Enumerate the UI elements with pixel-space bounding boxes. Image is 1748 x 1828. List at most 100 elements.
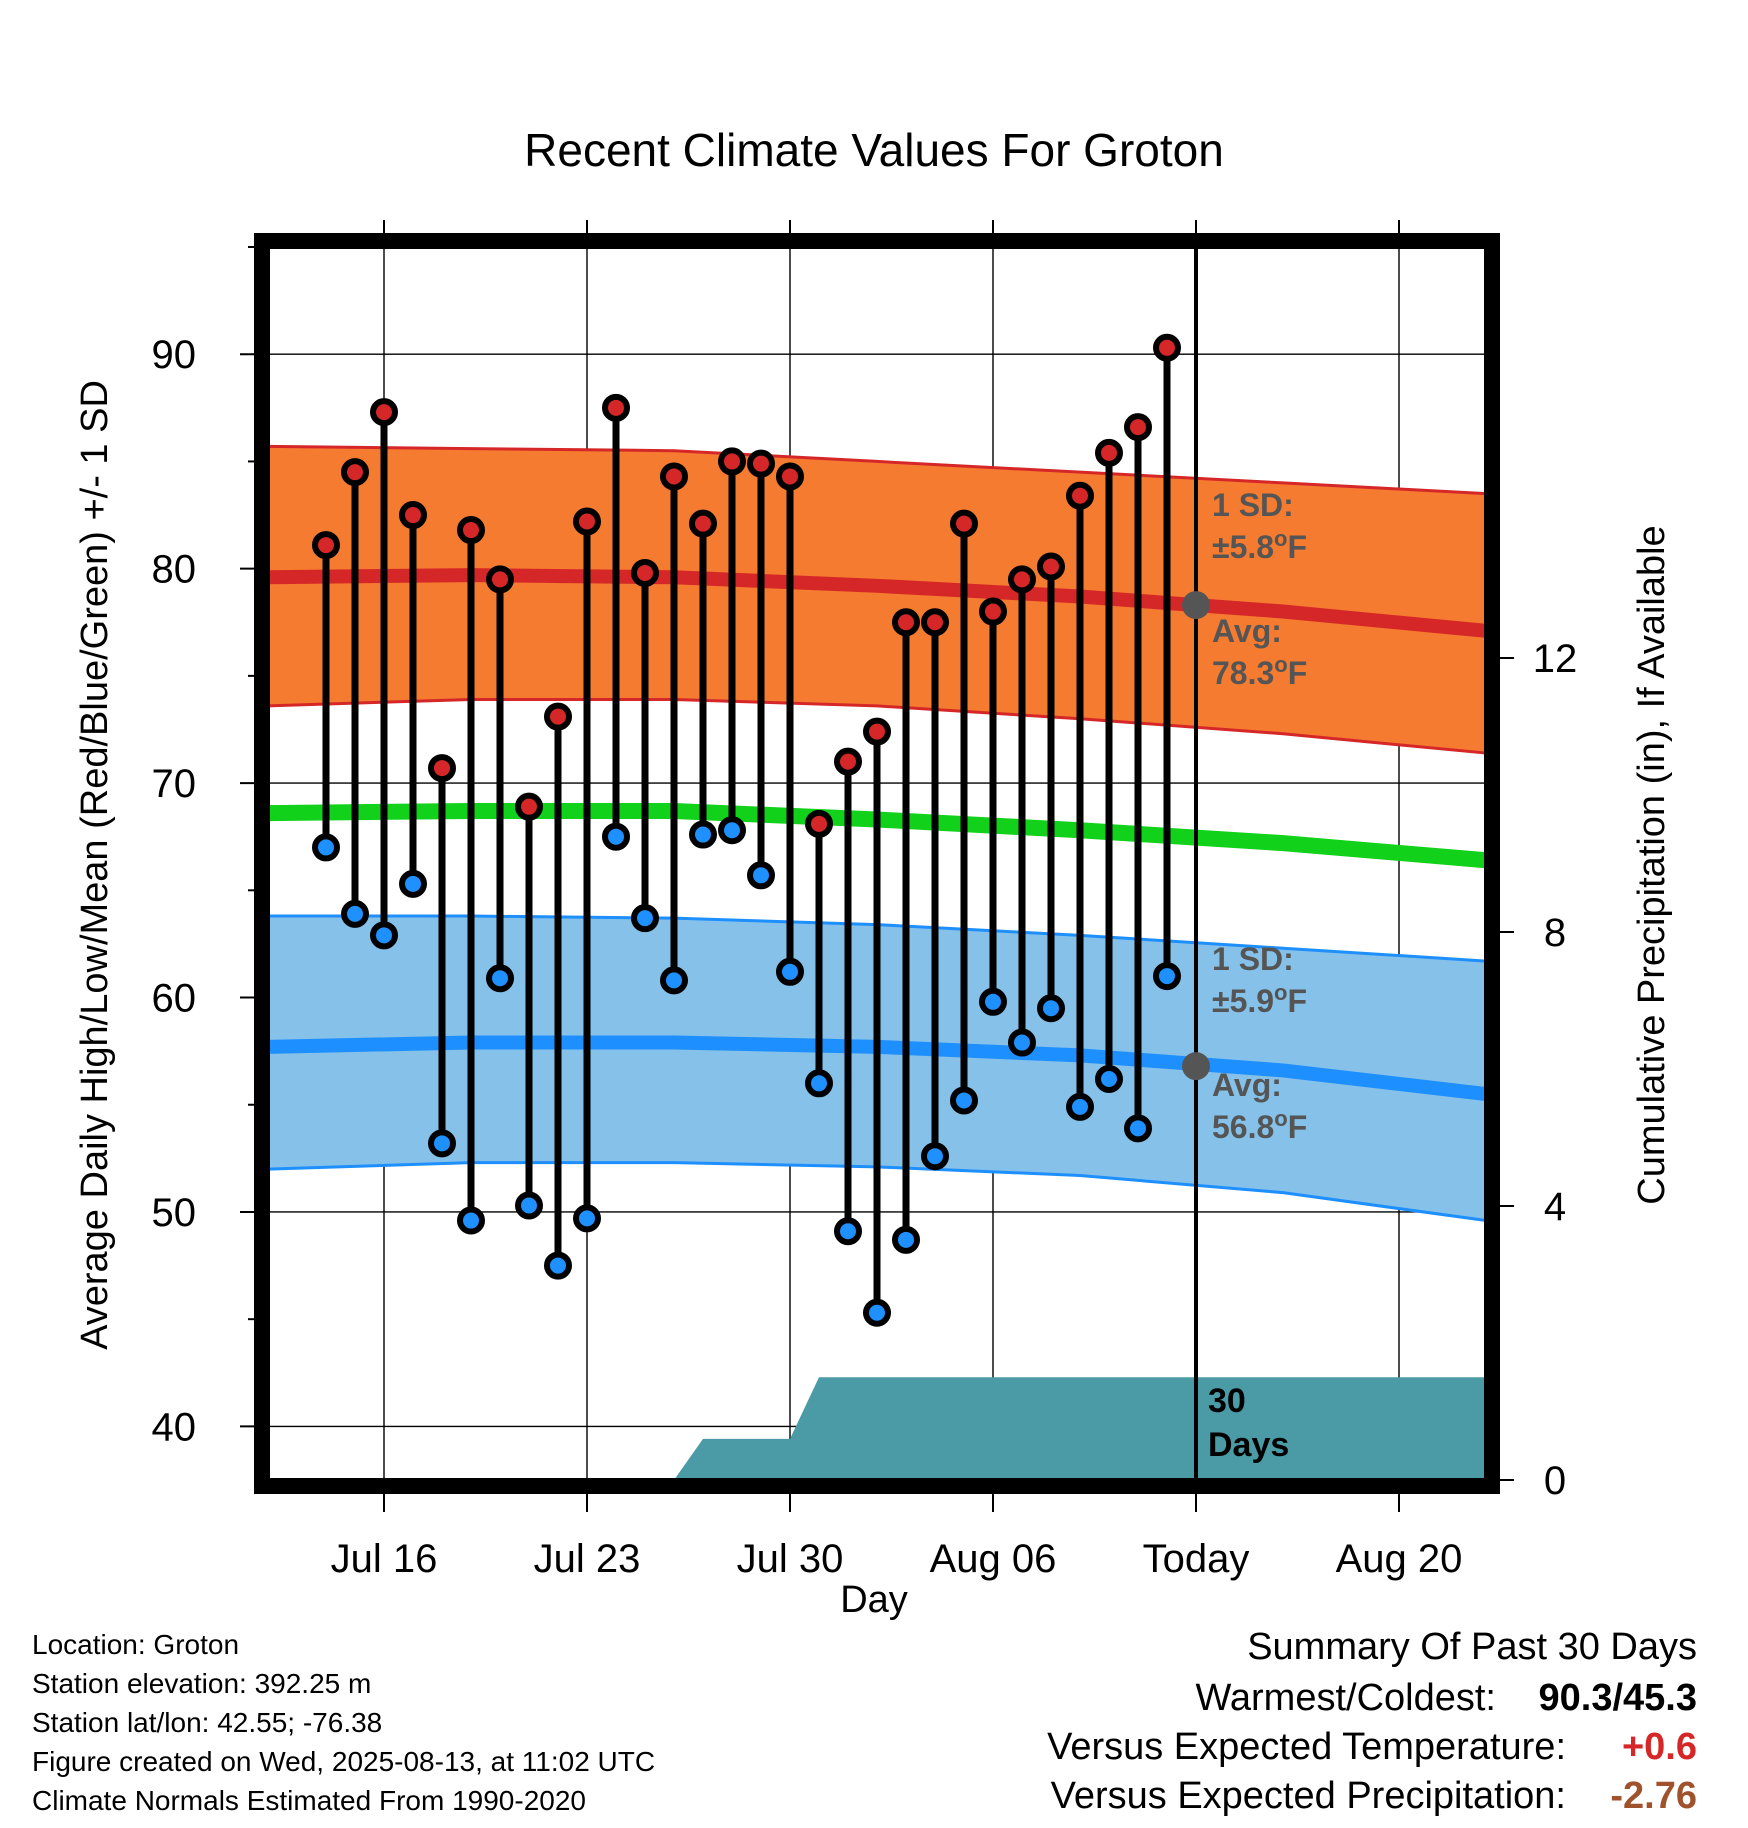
x-tick-label: Aug 06	[930, 1537, 1057, 1581]
low-point	[776, 957, 804, 986]
low-point	[863, 1298, 891, 1327]
low-point	[805, 1069, 833, 1098]
y2-tick-label: 8	[1544, 911, 1566, 955]
high-sd-annotation: 1 SD:	[1212, 487, 1294, 523]
low-point	[921, 1142, 949, 1171]
high-point	[1008, 565, 1036, 594]
high-point	[1124, 413, 1152, 442]
x-tick-label: Jul 23	[534, 1537, 641, 1581]
high-point	[631, 558, 659, 587]
normals-text: Climate Normals Estimated From 1990-2020	[32, 1785, 586, 1816]
temp-value: +0.6	[1622, 1726, 1697, 1768]
low-point	[312, 833, 340, 862]
high-point	[892, 608, 920, 637]
high-point	[1066, 481, 1094, 510]
high-point	[399, 501, 427, 530]
high-avg-marker	[1182, 591, 1210, 620]
station-info: Location: Groton Station elevation: 392.…	[32, 1629, 655, 1816]
high-point	[486, 565, 514, 594]
high-point	[544, 702, 572, 731]
high-point	[660, 462, 688, 491]
low-point	[1066, 1092, 1094, 1121]
low-point	[341, 899, 369, 928]
high-point	[1095, 438, 1123, 467]
warmest-value: 90.3/45.3	[1539, 1677, 1697, 1719]
low-point	[747, 861, 775, 890]
location-text: Location: Groton	[32, 1629, 239, 1660]
y-tick-label: 40	[152, 1405, 197, 1449]
days-label: Days	[1208, 1426, 1289, 1464]
latlon-text: Station lat/lon: 42.55; -76.38	[32, 1707, 382, 1738]
low-point	[718, 816, 746, 845]
precip-value: -2.76	[1610, 1775, 1697, 1817]
y-tick-label: 90	[152, 333, 197, 377]
plot-frame	[254, 233, 1500, 1494]
low-point	[486, 964, 514, 993]
high-point	[573, 507, 601, 536]
high-point	[457, 516, 485, 545]
elevation-text: Station elevation: 392.25 m	[32, 1668, 371, 1699]
y-tick-label: 80	[152, 548, 197, 592]
low-point	[515, 1191, 543, 1220]
low-point	[1124, 1114, 1152, 1143]
low-avg-annotation: 56.8oF	[1212, 1106, 1307, 1146]
low-point	[950, 1086, 978, 1115]
x-tick-label: Jul 30	[737, 1537, 844, 1581]
high-point	[428, 754, 456, 783]
low-point	[660, 966, 688, 995]
low-avg-annotation: Avg:	[1212, 1067, 1282, 1103]
low-sd-annotation: 1 SD:	[1212, 941, 1294, 977]
low-point	[1153, 962, 1181, 991]
precip-label: Versus Expected Precipitation:	[1051, 1775, 1566, 1817]
high-point	[341, 458, 369, 487]
low-avg-marker	[1182, 1052, 1210, 1081]
low-point	[428, 1129, 456, 1158]
x-axis-label: Day	[840, 1579, 908, 1621]
high-sd-annotation: ±5.8oF	[1212, 526, 1307, 566]
y-tick-label: 50	[152, 1191, 197, 1235]
high-point	[1037, 552, 1065, 581]
y2-axis-label: Cumulative Precipitation (in), If Availa…	[1631, 525, 1673, 1204]
y-axis-label: Average Daily High/Low/Mean (Red/Blue/Gr…	[74, 380, 116, 1350]
precip-area	[674, 1377, 1486, 1480]
y2-tick-label: 0	[1544, 1459, 1566, 1503]
high-point	[370, 398, 398, 427]
y-tick-label: 60	[152, 977, 197, 1021]
temp-label: Versus Expected Temperature:	[1047, 1726, 1566, 1768]
days-label: 30	[1208, 1382, 1246, 1420]
warmest-label: Warmest/Coldest:	[1195, 1677, 1496, 1719]
low-point	[457, 1206, 485, 1235]
high-point	[312, 531, 340, 560]
low-point	[1008, 1028, 1036, 1057]
low-sd-annotation: ±5.9oF	[1212, 980, 1307, 1020]
low-point	[631, 904, 659, 933]
low-point	[1037, 994, 1065, 1023]
y2-tick-label: 12	[1533, 637, 1578, 681]
low-point	[979, 987, 1007, 1016]
high-avg-annotation: 78.3oF	[1212, 652, 1307, 692]
high-point	[602, 393, 630, 422]
x-tick-label: Today	[1143, 1537, 1250, 1581]
high-point	[747, 449, 775, 478]
high-point	[1153, 333, 1181, 362]
high-sd-upper-edge	[267, 444, 1487, 496]
created-text: Figure created on Wed, 2025-08-13, at 11…	[32, 1746, 655, 1777]
high-point	[863, 717, 891, 746]
low-point	[399, 869, 427, 898]
low-point	[573, 1204, 601, 1233]
high-point	[950, 509, 978, 538]
summary-panel: Summary Of Past 30 Days Warmest/Coldest:…	[1047, 1626, 1697, 1817]
high-point	[921, 608, 949, 637]
high-point	[776, 462, 804, 491]
chart-title: Recent Climate Values For Groton	[524, 124, 1224, 176]
low-point	[1095, 1065, 1123, 1094]
y2-tick-label: 4	[1544, 1185, 1566, 1229]
low-point	[689, 820, 717, 849]
low-point	[370, 921, 398, 950]
high-point	[805, 809, 833, 838]
x-tick-label: Jul 16	[331, 1537, 438, 1581]
low-point	[544, 1251, 572, 1280]
high-point	[718, 447, 746, 476]
